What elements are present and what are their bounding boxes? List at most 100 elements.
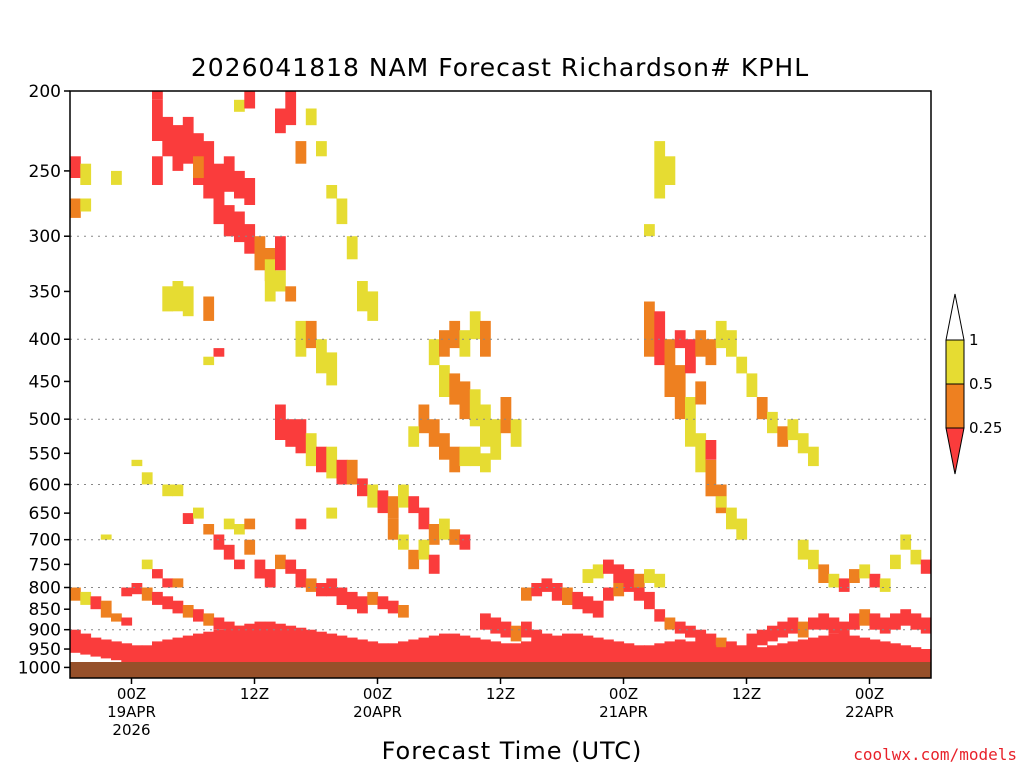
- heatmap-cell: [377, 596, 389, 610]
- heatmap-cell: [377, 643, 389, 666]
- heatmap-cell: [357, 478, 368, 497]
- heatmap-cell: [685, 339, 696, 374]
- heatmap-cell: [152, 641, 163, 662]
- heatmap-cell: [838, 633, 850, 666]
- x-tick-label: 12Z: [732, 685, 761, 703]
- heatmap-cell: [644, 591, 655, 610]
- heatmap-cell: [459, 635, 471, 666]
- heatmap-cell: [70, 629, 81, 653]
- heatmap-cell: [664, 156, 676, 185]
- heatmap-cell: [162, 484, 174, 497]
- heatmap-cell: [818, 564, 830, 583]
- heatmap-cell: [387, 643, 399, 666]
- heatmap-cell: [787, 641, 799, 666]
- heatmap-cell: [797, 621, 809, 638]
- heatmap-cell: [439, 330, 450, 357]
- heatmap-cell: [859, 609, 871, 626]
- heatmap-cell: [234, 170, 245, 199]
- heatmap-cell: [275, 554, 286, 570]
- heatmap-cell: [480, 639, 491, 666]
- heatmap-cell: [654, 573, 666, 588]
- heatmap-cell: [603, 639, 614, 666]
- heatmap-cell: [152, 91, 163, 100]
- heatmap-cell: [910, 647, 922, 666]
- heatmap-cell: [592, 564, 604, 579]
- heatmap-cell: [111, 641, 122, 661]
- heatmap-cell: [808, 637, 819, 666]
- heatmap-cell: [767, 645, 778, 666]
- heatmap-cell: [736, 518, 748, 540]
- heatmap-cell: [797, 639, 809, 666]
- y-tick-label: 200: [29, 82, 61, 102]
- y-tick-label: 850: [29, 600, 61, 620]
- heatmap-cell: [828, 617, 840, 634]
- legend-label: 0.25: [969, 419, 1002, 437]
- heatmap-cell: [193, 507, 204, 519]
- heatmap-cell: [295, 627, 307, 666]
- heatmap-cell: [264, 569, 276, 588]
- legend-label: 0.5: [969, 375, 993, 393]
- heatmap-cell: [152, 591, 163, 605]
- heatmap-cell: [244, 539, 256, 555]
- heatmap-cell: [603, 559, 614, 574]
- heatmap-cell: [767, 411, 778, 434]
- heatmap-cell: [316, 583, 327, 597]
- x-tick-label: 20APR: [353, 703, 402, 721]
- heatmap-cell: [572, 591, 584, 610]
- heatmap-cell: [531, 639, 543, 666]
- heatmap-cell: [705, 645, 717, 666]
- heatmap-cell: [193, 609, 204, 622]
- heatmap-cell: [480, 404, 491, 447]
- heatmap-cell: [879, 578, 891, 592]
- heatmap-cell: [100, 600, 112, 618]
- heatmap-cell: [213, 629, 225, 664]
- heatmap-cell: [592, 600, 604, 618]
- heatmap-cell: [172, 484, 184, 497]
- heatmap-cell: [469, 389, 481, 427]
- heatmap-cell: [418, 539, 430, 560]
- heatmap-cell: [346, 591, 358, 610]
- heatmap-cell: [428, 554, 440, 574]
- heatmap-cell: [234, 625, 245, 664]
- heatmap-cell: [336, 635, 348, 666]
- legend-bottom-arrow: [945, 427, 965, 475]
- x-tick-label: 12Z: [486, 685, 515, 703]
- heatmap-cell: [603, 587, 614, 601]
- heatmap-cell: [203, 631, 215, 664]
- heatmap-cell: [141, 587, 153, 601]
- heatmap-cell: [162, 639, 174, 662]
- heatmap-cell: [121, 617, 133, 626]
- heatmap-cell: [654, 141, 666, 199]
- heatmap-cell: [408, 496, 420, 514]
- heatmap-cell: [234, 559, 245, 570]
- heatmap-cell: [828, 573, 840, 588]
- heatmap-cell: [244, 178, 256, 205]
- heatmap-cell: [439, 365, 450, 397]
- heatmap-cell: [418, 507, 430, 530]
- heatmap-cell: [531, 583, 543, 597]
- heatmap-cell: [80, 198, 92, 212]
- x-tick-label: 19APR: [107, 703, 156, 721]
- heatmap-cell: [767, 625, 778, 642]
- heatmap-cell: [439, 518, 450, 540]
- heatmap-cell: [685, 641, 696, 666]
- credit-text: coolwx.com/models: [853, 745, 1017, 764]
- heatmap-cell: [644, 645, 655, 666]
- heatmap-cell: [203, 613, 215, 626]
- heatmap-cell: [900, 534, 912, 550]
- heatmap-cell: [490, 641, 502, 666]
- heatmap-cell: [244, 518, 256, 530]
- heatmap-cell: [305, 578, 317, 592]
- heatmap-cell: [418, 637, 430, 666]
- heatmap-cell: [305, 629, 317, 666]
- legend: 1 0.5 0.25: [945, 293, 1002, 475]
- heatmap-cell: [808, 446, 819, 467]
- heatmap-cell: [838, 578, 850, 592]
- heatmap-cell: [172, 600, 184, 614]
- heatmap-cell: [695, 330, 707, 357]
- heatmap-cell: [418, 404, 430, 434]
- heatmap-cell: [223, 627, 235, 664]
- heatmap-cell: [346, 236, 358, 260]
- heatmap-cell: [746, 373, 758, 397]
